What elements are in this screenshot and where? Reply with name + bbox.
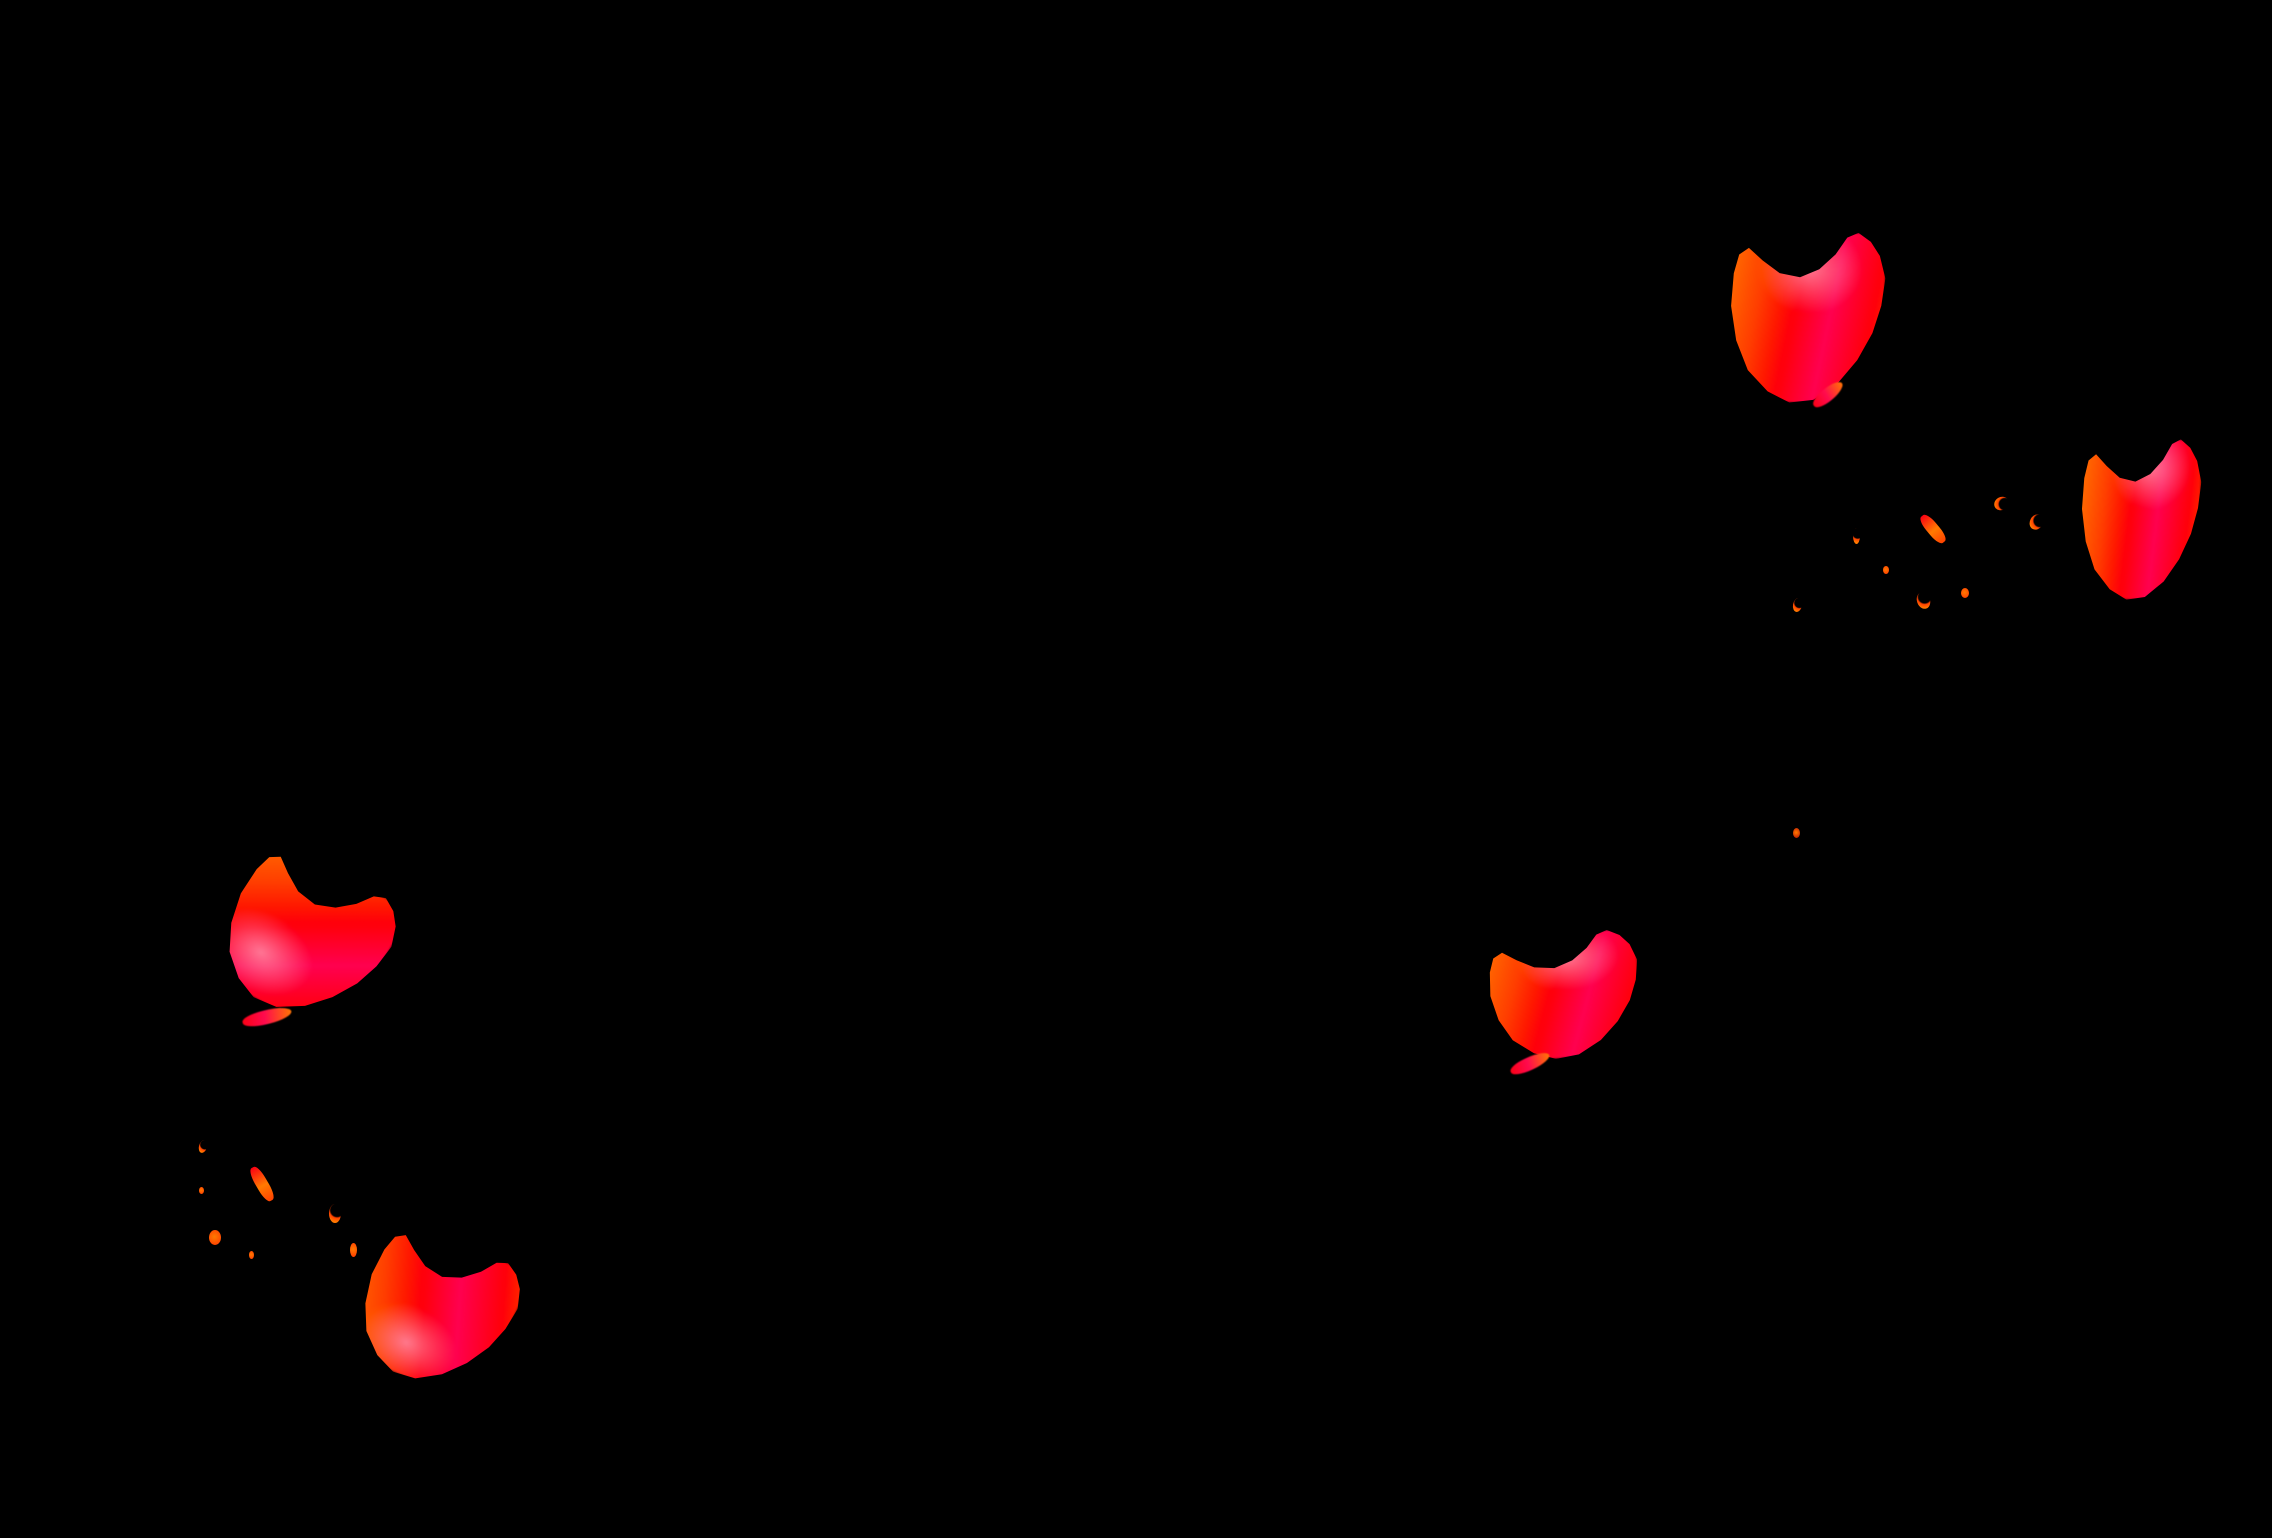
heat-speck-dot [199, 1187, 204, 1194]
heat-blob-bottom-left [335, 1212, 533, 1407]
heat-speck-crescent [1853, 528, 1860, 544]
heat-speck-crescent [2026, 511, 2047, 533]
heat-streak-under-mid-left [241, 1004, 293, 1030]
heat-speck-crescent [1914, 590, 1933, 611]
heat-speck-sliver [247, 1164, 277, 1204]
heat-blob-top-right [1723, 228, 1887, 405]
heat-speck-dot [249, 1251, 254, 1259]
heat-blob-mid-left [195, 832, 411, 1045]
heat-speck-sliver [1917, 512, 1949, 546]
heat-speck-dot [1883, 566, 1889, 574]
heat-streak-under-mid-right [1508, 1048, 1552, 1079]
heat-speck-crescent [197, 1139, 209, 1154]
heat-blob-far-right [2075, 436, 2203, 602]
heat-speck-dot [209, 1230, 221, 1245]
heat-speck-dot [1961, 588, 1969, 598]
heat-blob-mid-right [1481, 928, 1645, 1065]
heat-speck-dot [350, 1243, 357, 1257]
heat-speck-crescent [1791, 597, 1804, 613]
heat-speck-crescent [329, 1204, 341, 1223]
heat-speck-dot [1793, 828, 1800, 838]
heat-speck-crescent [1991, 494, 2012, 513]
